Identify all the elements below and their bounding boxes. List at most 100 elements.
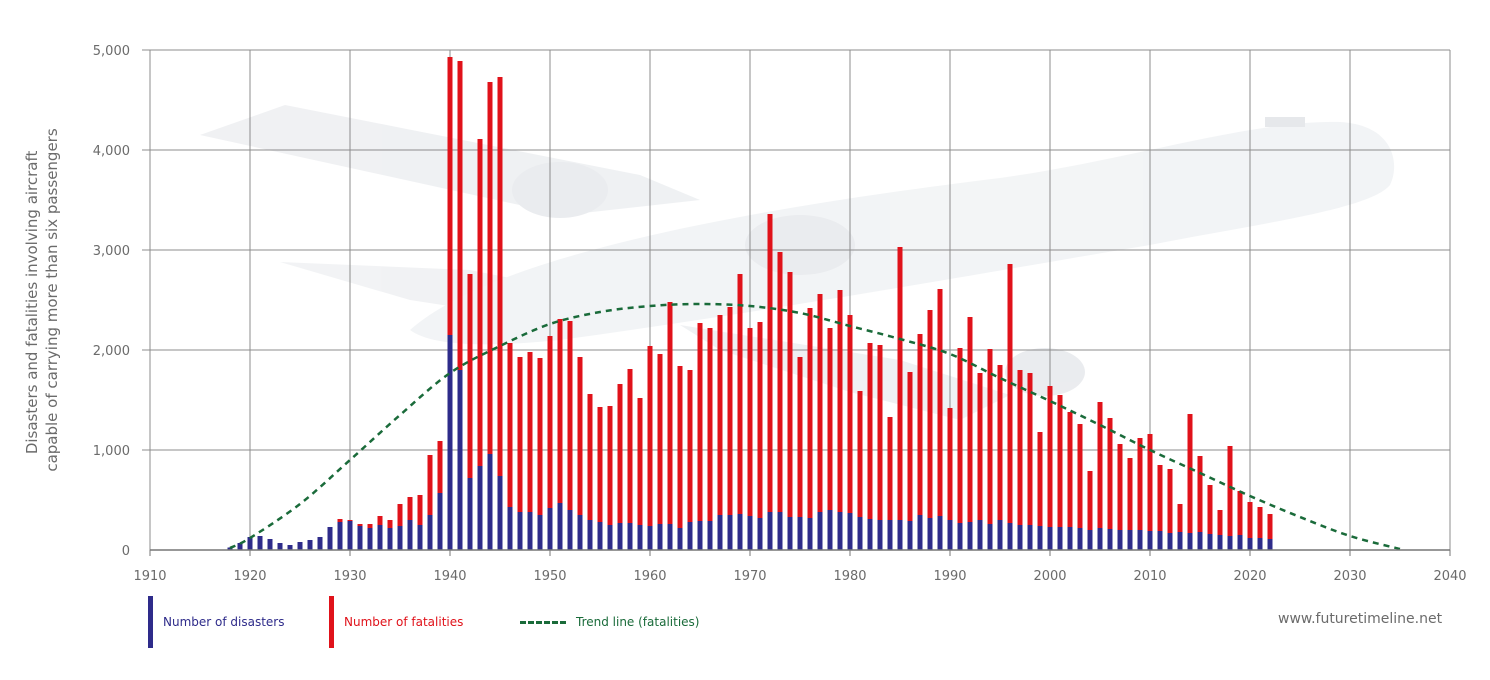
bar-fatalities <box>1247 502 1253 550</box>
trend-line <box>229 302 1401 551</box>
airplane-background-illustration <box>200 105 1395 420</box>
y-axis-label: Disasters and fatalities involving aircr… <box>23 128 61 472</box>
bar-fatalities <box>687 370 693 550</box>
bar-disasters <box>527 512 533 550</box>
bar-fatalities <box>807 308 813 550</box>
bar-disasters <box>707 521 713 550</box>
bar-fatalities <box>897 247 903 550</box>
bar-disasters <box>597 522 603 550</box>
bar-disasters <box>1217 535 1223 550</box>
bar-disasters <box>907 521 913 550</box>
x-tick-labels: 1910 1920 1930 1940 1950 1960 1970 1980 1990 2000… <box>133 550 1467 584</box>
x-tick-label: 2030 <box>1333 569 1366 584</box>
bar-disasters <box>357 526 363 550</box>
bar-fatalities <box>737 274 743 550</box>
bar-fatalities <box>837 290 843 550</box>
bar-fatalities <box>767 214 773 550</box>
bar-disasters <box>1037 526 1043 550</box>
bar-disasters <box>317 537 323 550</box>
bar-fatalities <box>537 358 543 550</box>
bar-disasters <box>1237 535 1243 550</box>
bar-disasters <box>407 520 413 550</box>
bar-fatalities <box>607 406 613 550</box>
legend-swatch-fatalities <box>329 596 334 648</box>
bar-fatalities <box>727 307 733 550</box>
bar-fatalities <box>1127 458 1133 550</box>
x-tick-label: 1950 <box>533 569 566 584</box>
bar-fatalities <box>887 417 893 550</box>
bar-disasters <box>1257 538 1263 550</box>
bar-disasters <box>327 527 333 550</box>
bar-fatalities <box>1087 471 1093 550</box>
bar-fatalities <box>707 328 713 550</box>
bar-disasters <box>1247 538 1253 550</box>
bar-disasters <box>347 521 353 550</box>
bar-fatalities <box>1267 514 1273 550</box>
bar-disasters <box>277 543 283 550</box>
bar-fatalities <box>1067 412 1073 550</box>
bar-fatalities <box>957 348 963 550</box>
bar-disasters <box>1177 532 1183 550</box>
bar-disasters <box>1097 528 1103 550</box>
bar-disasters <box>967 522 973 550</box>
bar-disasters <box>1047 527 1053 550</box>
bar-disasters <box>617 523 623 550</box>
bar-disasters <box>287 545 293 550</box>
bar-disasters <box>397 526 403 550</box>
bar-fatalities <box>577 357 583 550</box>
bar-fatalities <box>1077 424 1083 550</box>
bar-fatalities <box>937 289 943 550</box>
bar-disasters <box>437 493 443 550</box>
bar-fatalities <box>1157 465 1163 550</box>
x-tick-label: 1960 <box>633 569 666 584</box>
bar-fatalities <box>1207 485 1213 550</box>
bar-disasters <box>767 512 773 550</box>
bar-disasters <box>1017 525 1023 550</box>
x-tick-label: 2000 <box>1033 569 1066 584</box>
bar-fatalities <box>1007 264 1013 550</box>
bar-disasters <box>517 512 523 550</box>
legend-label-disasters: Number of disasters <box>163 615 285 629</box>
bar-disasters <box>1147 531 1153 550</box>
bar-disasters <box>1007 523 1013 550</box>
bar-fatalities <box>517 357 523 550</box>
bar-disasters <box>697 521 703 550</box>
bar-disasters <box>257 536 263 550</box>
bar-disasters <box>417 525 423 550</box>
bar-fatalities <box>1217 510 1223 550</box>
bar-fatalities <box>987 349 993 550</box>
y-tick-label: 3,000 <box>93 244 130 259</box>
bar-disasters <box>677 528 683 550</box>
bar-fatalities <box>1107 418 1113 550</box>
bar-fatalities <box>787 272 793 550</box>
bar-fatalities <box>1227 446 1233 550</box>
bar-disasters <box>817 512 823 550</box>
bar-fatalities <box>447 57 453 550</box>
bar-fatalities <box>597 407 603 550</box>
bar-fatalities <box>977 373 983 550</box>
bar-fatalities <box>1137 438 1143 550</box>
bar-disasters <box>807 518 813 550</box>
bar-disasters <box>1197 532 1203 550</box>
bar-disasters <box>947 520 953 550</box>
bar-fatalities <box>927 310 933 550</box>
x-tick-label: 2020 <box>1233 569 1266 584</box>
bar-disasters <box>557 503 563 550</box>
bar-disasters <box>727 515 733 550</box>
bar-disasters <box>377 525 383 550</box>
bar-fatalities <box>677 366 683 550</box>
bar-disasters <box>497 476 503 550</box>
bar-fatalities <box>1097 402 1103 550</box>
bar-disasters <box>997 520 1003 550</box>
bar-fatalities <box>507 343 513 550</box>
bar-fatalities <box>947 408 953 550</box>
bar-disasters <box>547 508 553 550</box>
bar-fatalities <box>417 495 423 550</box>
bar-disasters <box>627 523 633 550</box>
bar-fatalities <box>867 343 873 550</box>
bar-disasters <box>747 516 753 550</box>
bar-fatalities <box>717 315 723 550</box>
bar-fatalities <box>797 357 803 550</box>
bar-disasters <box>1107 529 1113 550</box>
bar-disasters <box>607 525 613 550</box>
